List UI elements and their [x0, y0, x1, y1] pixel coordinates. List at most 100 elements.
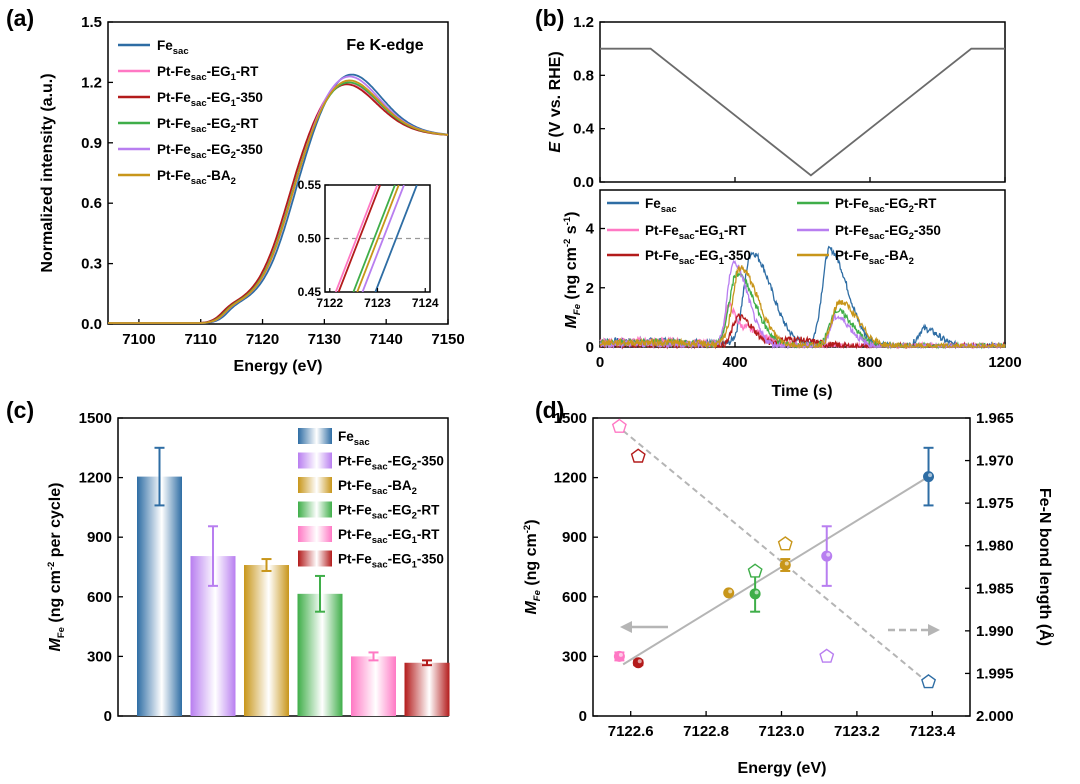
- y-tick-label: 0.3: [81, 256, 102, 273]
- dissolution-curve: [599, 265, 1006, 350]
- chart-d-ylabel-right: Fe-N bond length (Å): [1036, 488, 1055, 646]
- bond-length-point: [777, 536, 793, 551]
- mfe-point: [613, 650, 625, 662]
- fit-line-mfe: [622, 475, 930, 666]
- mfe-point: [749, 588, 761, 600]
- bond-length-point: [819, 648, 835, 663]
- legend-label: Fesac: [338, 429, 370, 448]
- chart-b-top-ylabel: E (V vs. RHE): [547, 51, 564, 152]
- y-tick-label-left: 0: [579, 708, 587, 725]
- y-tick-label: 0: [586, 339, 594, 356]
- legend-label: Pt-Fesac-EG2-350: [338, 454, 444, 473]
- inset-y-tick: 0.45: [298, 285, 322, 299]
- y-tick-label-left: 1200: [554, 470, 587, 487]
- x-tick-label: 7140: [369, 331, 402, 348]
- legend-label: Pt-Fesac-BA2: [338, 478, 417, 497]
- y-tick-label: 0.9: [81, 135, 102, 152]
- chart-a-xlabel: Energy (eV): [234, 358, 323, 375]
- inset-curve: [334, 185, 379, 292]
- y-tick-label-right: 1.990: [976, 623, 1014, 640]
- legend-label: Pt-Fesac-BA2: [157, 168, 236, 187]
- mfe-point: [779, 559, 791, 571]
- legend-label: Fesac: [157, 38, 189, 57]
- y-tick-label: 2: [586, 280, 594, 297]
- legend-label: Pt-Fesac-EG1-350: [338, 552, 444, 571]
- x-tick-label: 7122.8: [683, 723, 729, 740]
- chart-b-xlabel: Time (s): [771, 383, 832, 400]
- inset-x-tick: 7123: [364, 296, 391, 310]
- inset-curve: [361, 185, 405, 292]
- legend-swatch: [298, 501, 332, 518]
- y-tick-label: 0.6: [81, 195, 102, 212]
- y-tick-label: 1200: [79, 470, 112, 487]
- y-tick-label-right: 1.965: [976, 410, 1014, 427]
- plot-frame-a: [107, 21, 449, 325]
- legend-label: Pt-Fesac-EG1-RT: [338, 527, 440, 546]
- bar: [244, 565, 289, 716]
- bond-length-point: [921, 674, 937, 689]
- bar: [351, 656, 396, 716]
- chart-c-ylabel: MFe (ng cm-2 per cycle): [46, 483, 67, 652]
- y-tick-label: 0.0: [81, 316, 102, 333]
- x-tick-label: 400: [722, 354, 747, 371]
- x-tick-label: 7100: [122, 331, 155, 348]
- legend-label: Pt-Fesac-EG2-350: [157, 142, 263, 161]
- y-tick-label: 1.2: [573, 14, 594, 31]
- legend-label: Pt-Fesac-EG1-350: [157, 90, 263, 109]
- y-tick-label-left: 900: [562, 529, 587, 546]
- legend-swatch: [298, 526, 332, 542]
- dissolution-curve: [599, 259, 1006, 350]
- right-axis-arrow-head: [928, 624, 940, 636]
- dissolution-curve: [599, 271, 1006, 350]
- chart-panel-a: 7100 7110 7120 7130 7140 7150 0.0 0.3 0.6 0.9 1.2 1…: [39, 14, 465, 375]
- x-tick-label: 7123.4: [909, 723, 956, 740]
- fit-line-bond: [622, 430, 933, 687]
- x-tick-label: 7110: [184, 331, 217, 348]
- chart-panel-b: 0.0 0.4 0.8 1.2 0 2 4 0 400 800 1200 Time (s) E (V…: [547, 14, 1022, 400]
- legend-swatch: [298, 550, 332, 567]
- plot-frame-b-top: [599, 21, 1006, 183]
- inset-y-tick: 0.55: [298, 178, 322, 192]
- chart-panel-c: 0 300 600 900 1200 1500 MFe (ng cm-2 per cycl…: [46, 410, 450, 725]
- chart-panel-d: 7122.6 7122.8 7123.0 7123.2 7123.4 0 300 600 900…: [522, 410, 1055, 777]
- legend-label: Pt-Fesac-EG1-RT: [157, 64, 259, 83]
- x-tick-label: 7130: [308, 331, 341, 348]
- bond-length-point: [630, 448, 646, 463]
- x-tick-label: 7150: [431, 331, 464, 348]
- x-tick-label: 0: [596, 354, 604, 371]
- bar: [137, 476, 182, 716]
- y-tick-label: 600: [87, 589, 112, 606]
- y-tick-label-right: 1.975: [976, 495, 1014, 512]
- x-tick-label: 7123.2: [834, 723, 880, 740]
- y-tick-label: 0: [104, 708, 112, 725]
- chart-a-title: Fe K-edge: [346, 37, 423, 54]
- legend-label: Pt-Fesac-EG1-350: [645, 248, 751, 267]
- y-tick-label-left: 1500: [554, 410, 587, 427]
- legend-swatch: [298, 452, 332, 469]
- bond-length-point: [611, 418, 627, 433]
- legend-swatch: [298, 428, 332, 444]
- legend-label: Pt-Fesac-BA2: [835, 248, 914, 267]
- bond-length-point: [747, 563, 763, 578]
- inset-curve: [337, 185, 381, 292]
- y-tick-label: 1.2: [81, 74, 102, 91]
- y-tick-label-left: 600: [562, 589, 587, 606]
- y-tick-label: 900: [87, 529, 112, 546]
- y-tick-label: 1.5: [81, 14, 102, 31]
- x-tick-label: 800: [857, 354, 882, 371]
- xanes-curve: [108, 79, 449, 324]
- panel-label-b: (b): [535, 5, 564, 31]
- inset-curve: [374, 185, 418, 292]
- inset-curve: [352, 185, 396, 292]
- y-tick-label-right: 1.995: [976, 665, 1014, 682]
- y-tick-label: 0.0: [573, 174, 594, 191]
- chart-a-ylabel: Normalized intensity (a.u.): [39, 73, 56, 272]
- chart-b-bottom-ylabel: MFe (ng cm-2 s-1): [562, 212, 583, 329]
- legend-swatch: [298, 477, 332, 493]
- y-tick-label: 0.8: [573, 67, 594, 84]
- x-tick-label: 7123.0: [759, 723, 805, 740]
- mfe-point: [632, 657, 644, 669]
- panel-label-d: (d): [535, 397, 564, 423]
- potential-profile: [600, 47, 1005, 177]
